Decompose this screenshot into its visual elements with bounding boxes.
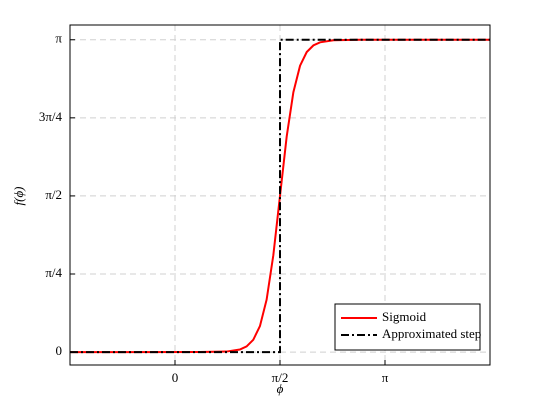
y-tick-label: π/2 bbox=[45, 187, 62, 202]
series-line bbox=[69, 38, 491, 354]
plot-frame bbox=[69, 24, 491, 366]
y-tick-label: π bbox=[55, 31, 62, 46]
x-axis-label: ϕ bbox=[277, 381, 284, 396]
series-line bbox=[70, 38, 490, 354]
y-tick-label: 3π/4 bbox=[39, 109, 63, 124]
x-tick-label: 0 bbox=[172, 370, 179, 385]
y-tick-label: π/4 bbox=[45, 265, 62, 280]
y-axis-label: f(ϕ) bbox=[11, 187, 26, 206]
x-tick-label: π bbox=[382, 370, 389, 385]
x-tick-label: π/2 bbox=[272, 370, 289, 385]
legend-box bbox=[334, 303, 481, 351]
legend-label: Sigmoid bbox=[382, 309, 427, 324]
legend-label: Approximated step bbox=[382, 326, 481, 341]
y-tick-label: 0 bbox=[56, 343, 63, 358]
